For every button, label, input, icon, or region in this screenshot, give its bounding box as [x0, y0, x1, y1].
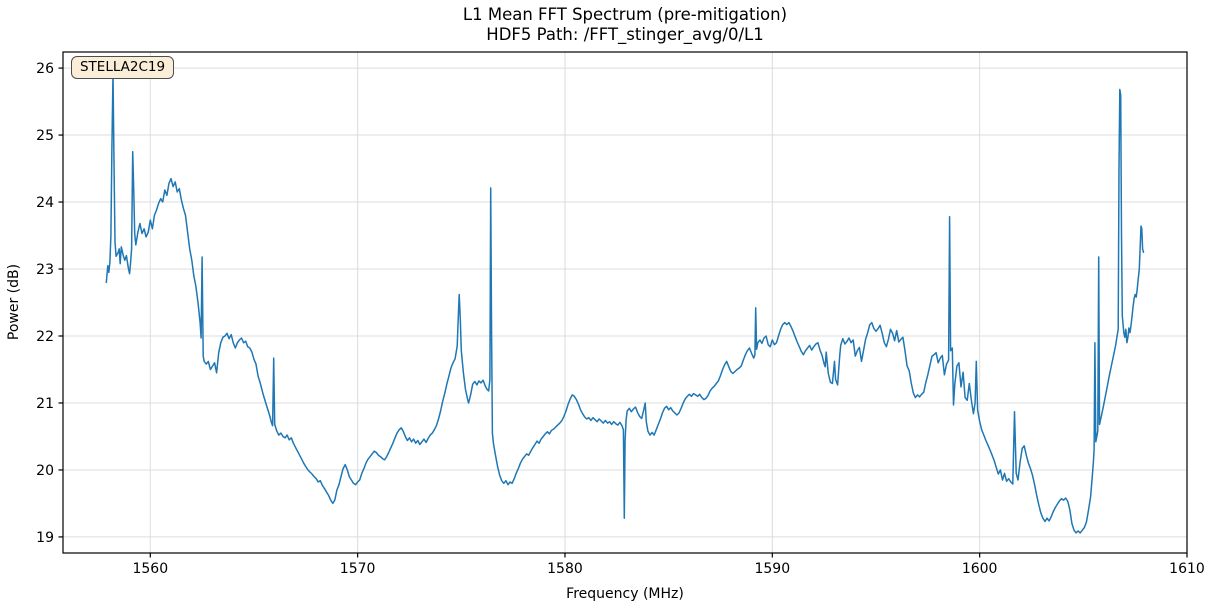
- chart-subtitle: HDF5 Path: /FFT_stinger_avg/0/L1: [486, 25, 764, 44]
- x-tick-label: 1560: [132, 561, 168, 577]
- y-tick-label: 19: [36, 530, 54, 546]
- x-axis-label: Frequency (MHz): [566, 586, 684, 602]
- x-tick-label: 1570: [340, 561, 376, 577]
- y-axis-label: Power (dB): [6, 263, 22, 341]
- chart-title-block: L1 Mean FFT Spectrum (pre-mitigation) HD…: [63, 5, 1187, 45]
- y-tick-label: 26: [36, 61, 54, 77]
- x-tick-label: 1590: [754, 561, 790, 577]
- data-line: [105, 72, 1145, 534]
- annotation-label: STELLA2C19: [79, 59, 166, 75]
- chart-title: L1 Mean FFT Spectrum (pre-mitigation): [462, 5, 788, 24]
- y-tick-label: 23: [36, 262, 54, 278]
- x-tick-label: 1580: [547, 561, 583, 577]
- annotation-box: STELLA2C19: [70, 56, 175, 79]
- y-tick-label: 21: [36, 396, 54, 412]
- y-tick-label: 20: [36, 463, 54, 479]
- x-tick-label: 1600: [962, 561, 998, 577]
- y-tick-label: 22: [36, 329, 54, 345]
- x-tick-label: 1610: [1169, 561, 1205, 577]
- y-tick-label: 24: [36, 195, 54, 211]
- axes-spines: [62, 51, 1188, 554]
- y-tick-label: 25: [36, 128, 54, 144]
